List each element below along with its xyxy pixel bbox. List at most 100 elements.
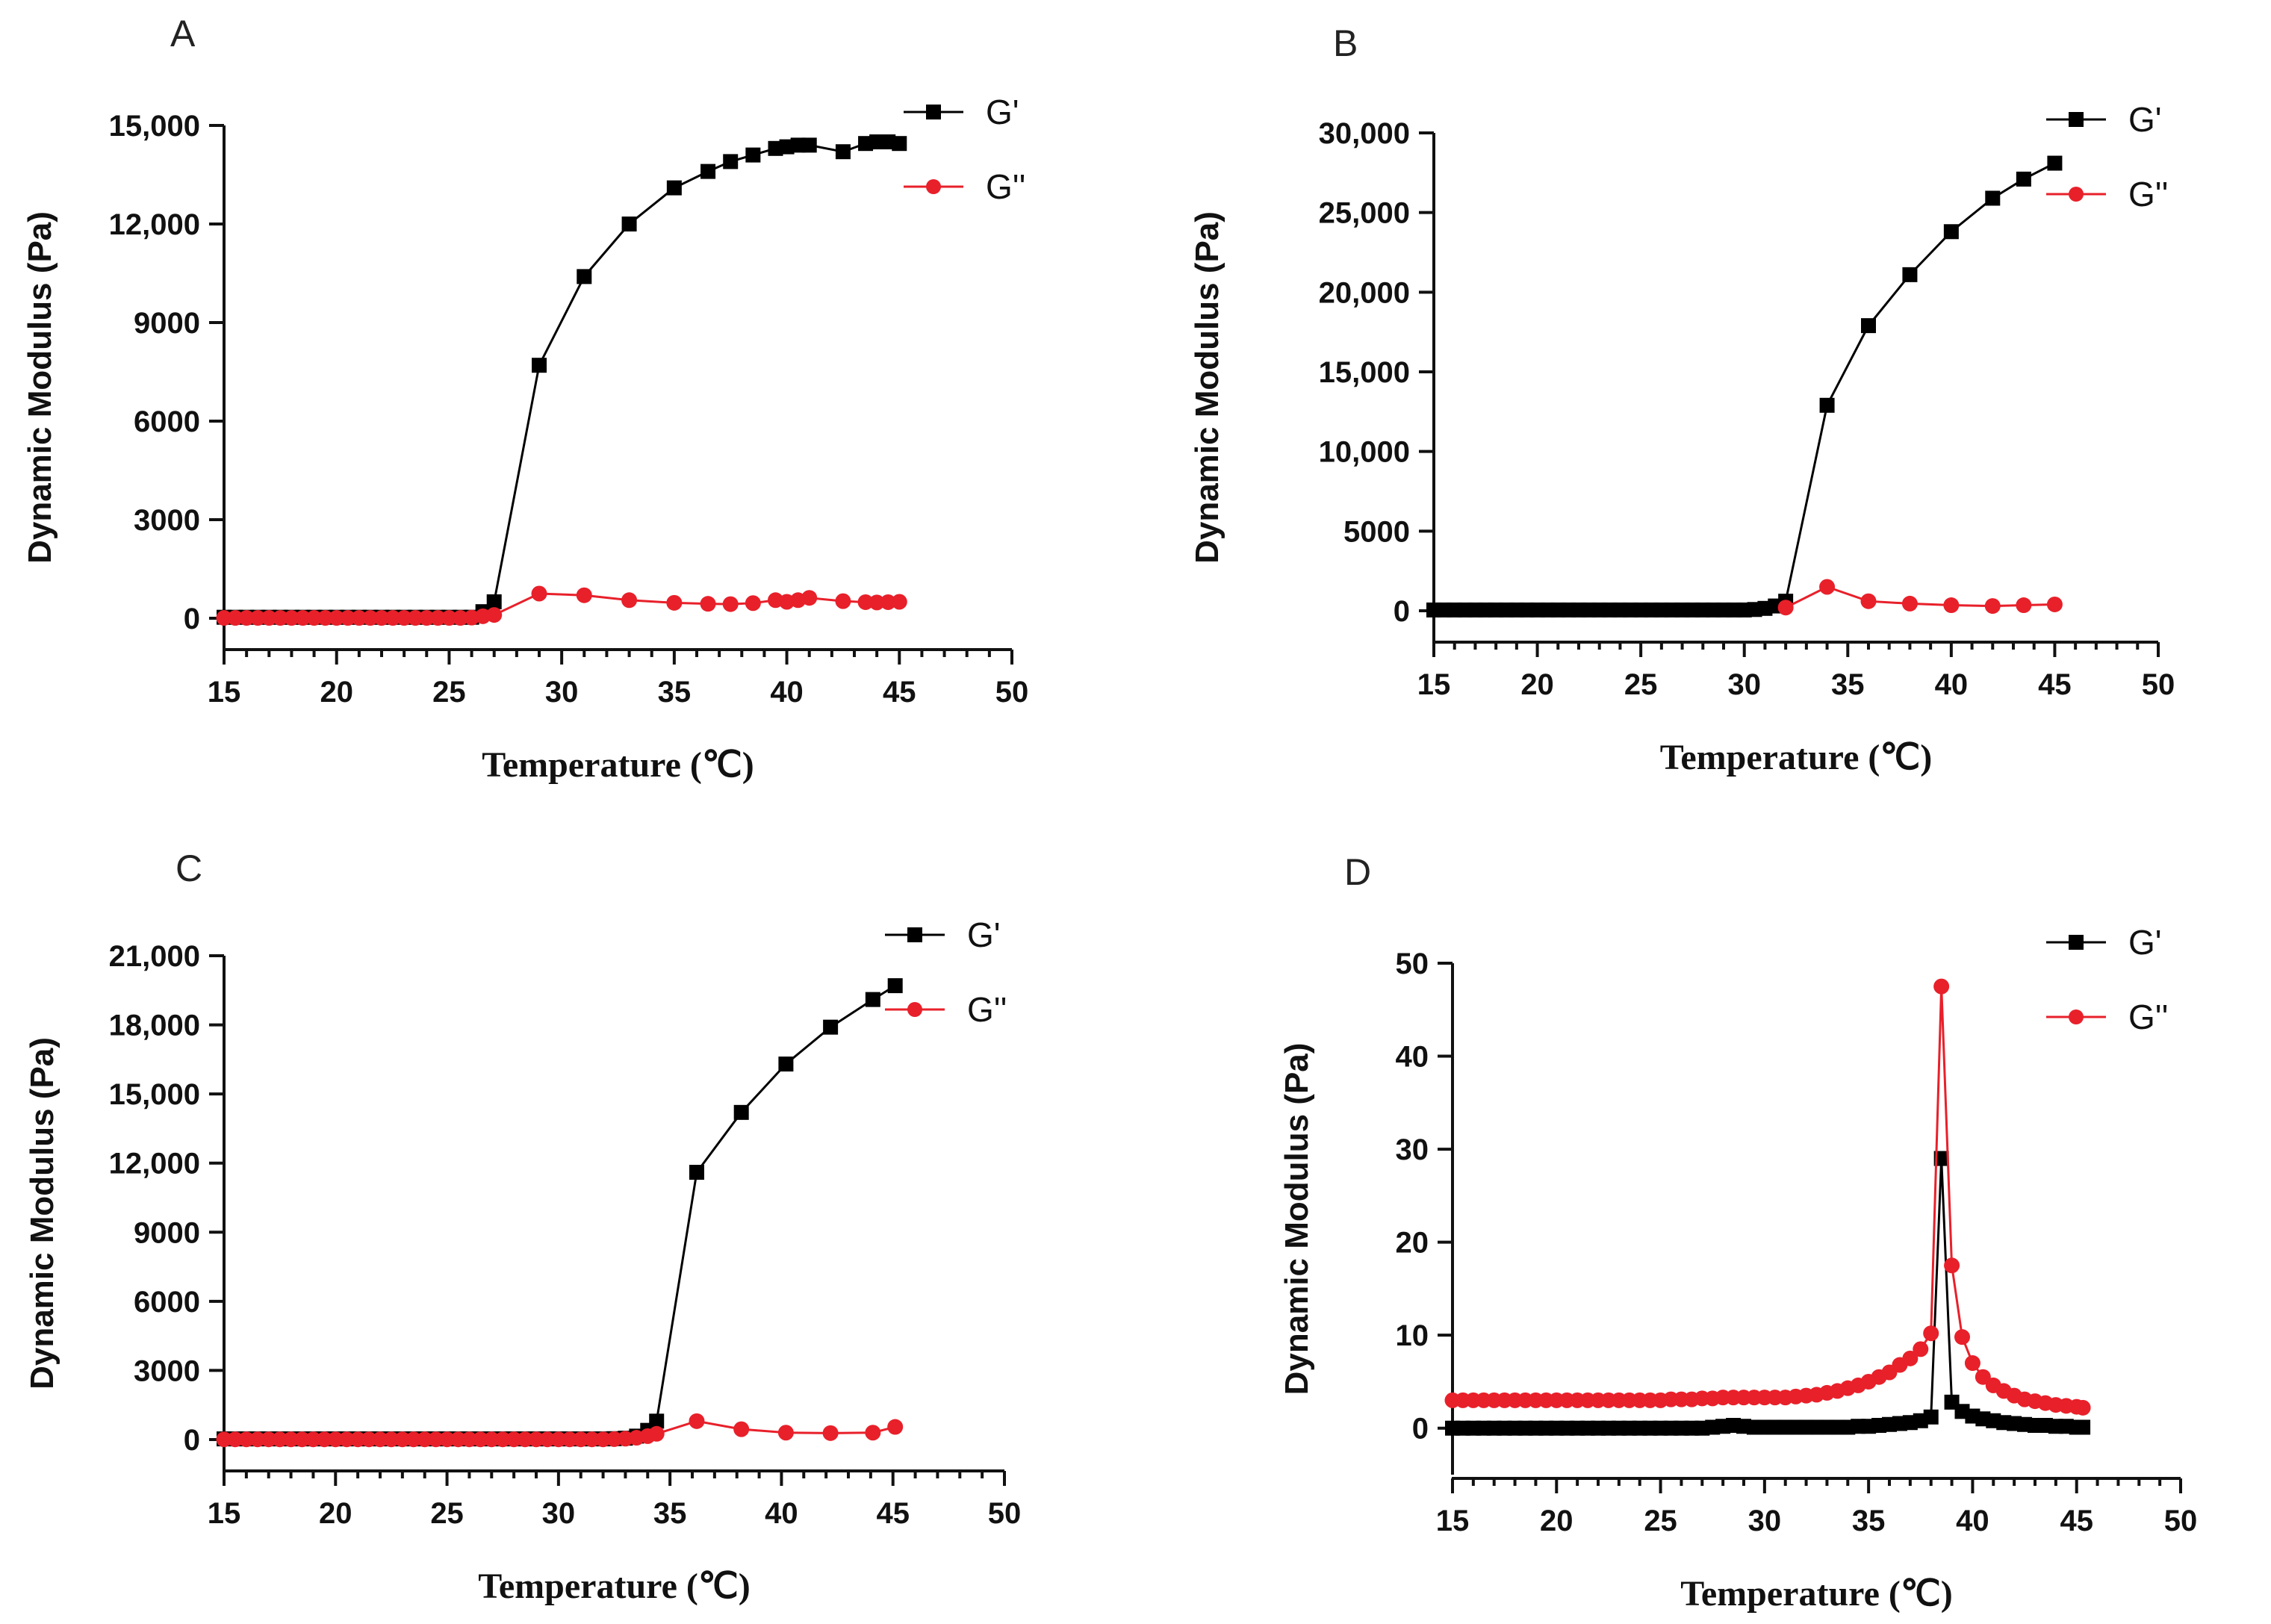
panel-c-series-g-double-prime-point — [316, 1431, 332, 1448]
panel-a-series-g-double-prime-point — [745, 595, 761, 612]
panel-b-x-tick-label: 25 — [1624, 668, 1658, 701]
panel-b-series-g-double-prime-point — [1943, 597, 1960, 614]
panel-d-x-tick-label: 50 — [2164, 1505, 2198, 1537]
panel-a-series-g-prime-point — [666, 180, 682, 196]
panel-c-series-g-double-prime-point — [777, 1425, 794, 1441]
panel-b-y-tick-label: 10,000 — [1319, 436, 1410, 469]
panel-c-legend-entry: G'' — [885, 990, 1007, 1029]
panel-a-series-g-double-prime-point — [261, 610, 277, 626]
panel-c-series-g-prime-point — [689, 1165, 704, 1180]
panel-d-series-g-prime-point — [2075, 1419, 2091, 1435]
panel-c-series-g-double-prime-point — [283, 1431, 299, 1448]
panel-a-series-g-prime — [217, 134, 907, 625]
panel-c-y-tick-label: 0 — [184, 1424, 200, 1457]
panel-a-series-g-double-prime-point — [441, 610, 457, 626]
panel-a-letter: A — [170, 13, 196, 55]
panel-c-x-axis-label: Temperature (℃) — [478, 1567, 751, 1606]
panel-c-series-g-double-prime-point — [506, 1431, 522, 1448]
panel-d-series-g-double-prime-point — [1954, 1329, 1970, 1345]
panel-c-series-g-prime-line — [224, 984, 896, 1440]
panel-c-series-g-prime-point — [778, 1057, 794, 1072]
panel-d-legend-label: G' — [2128, 923, 2162, 962]
panel-c-series-g-double-prime-point — [562, 1431, 578, 1448]
panel-d-series-g-prime-point — [1933, 1151, 1949, 1166]
panel-d-x-tick-label: 40 — [1956, 1505, 1989, 1537]
panel-a-series-g-double-prime-point — [531, 585, 547, 602]
panel-c-series-g-double-prime-point — [648, 1425, 665, 1442]
panel-c-legend-label: G' — [967, 915, 1001, 954]
panel-a-series-g-double-prime-point — [722, 596, 739, 612]
panel-c-series-g-double-prime-point — [461, 1431, 477, 1448]
panel-d-y-tick-label: 50 — [1396, 948, 1429, 980]
panel-d-series-g-double-prime-point — [1964, 1355, 1980, 1372]
panel-a-legend-marker — [926, 105, 941, 119]
panel-c-series-g-double-prime-point — [261, 1431, 277, 1448]
panel-b-x-tick-label: 15 — [1417, 668, 1451, 701]
panel-c-series-g-double-prime-point — [249, 1431, 266, 1448]
panel-c-series-g-double-prime-point — [528, 1431, 544, 1448]
panel-a-series-g-double-prime-point — [216, 610, 232, 626]
panel-c-series-g-double-prime-point — [606, 1431, 622, 1447]
panel-a-series-g-prime-point — [858, 136, 874, 152]
panel-a-series-g-double-prime-point — [869, 594, 885, 611]
panel-a-series-g-double-prime-point — [666, 594, 683, 611]
panel-b-y-tick-label: 30,000 — [1319, 117, 1410, 150]
panel-a-legend-label: G' — [986, 93, 1019, 131]
panel-d-series-g-double-prime-point — [1944, 1257, 1960, 1274]
panel-c-series-g-double-prime-point — [305, 1431, 321, 1448]
panel-a-x-tick-label: 50 — [995, 676, 1029, 709]
panel-d-x-tick-label: 45 — [2060, 1505, 2093, 1537]
panel-a-series-g-prime-point — [768, 140, 783, 156]
panel-a-series-g-prime-point — [801, 137, 817, 153]
panel-a-series-g-prime-point — [869, 134, 885, 149]
panel-b-series-g-double-prime-point — [1860, 593, 1877, 609]
panel-a-series-g-prime-point — [577, 269, 592, 284]
panel-b-legend-marker — [2069, 112, 2084, 127]
panel-d-series-g-double-prime-point — [1913, 1341, 1929, 1357]
panel-a-series-g-prime-line — [224, 140, 900, 619]
panel-d: D 0 10 20 30 40 50 15 20 25 30 35 40 45 50 Temperature … — [1279, 851, 2197, 1614]
panel-d-y-axis-label: Dynamic Modulus (Pa) — [1279, 1043, 1315, 1396]
panel-a-series-g-double-prime-point — [453, 610, 468, 626]
panel-b-legend-marker — [2069, 187, 2084, 202]
panel-d-series-g-double-prime-line — [1453, 986, 2084, 1409]
panel-b-legend-label: G' — [2128, 100, 2162, 139]
panel-c-letter: C — [175, 847, 202, 889]
panel-a-series-g-prime-point — [532, 358, 547, 373]
panel-d-legend-marker — [2069, 1009, 2084, 1024]
panel-c-series-g-double-prime-point — [294, 1431, 310, 1448]
panel-c-series-g-double-prime-point — [327, 1431, 344, 1448]
panel-d-legend-marker — [2069, 935, 2084, 950]
panel-a-series-g-prime-point — [621, 217, 637, 231]
panel-a-series-g-prime-point — [835, 144, 851, 160]
panel-b-y-axis-label: Dynamic Modulus (Pa) — [1189, 211, 1225, 564]
panel-c-legend-marker — [907, 1002, 922, 1017]
panel-c-y-tick-label: 15,000 — [109, 1078, 200, 1111]
panel-a-series-g-double-prime-point — [486, 607, 503, 623]
panel-b-series-g-double-prime-point — [1984, 598, 2001, 615]
panel-a-series-g-double-prime-point — [227, 610, 243, 626]
panel-a-y-tick-label: 6000 — [134, 405, 200, 438]
panel-c-series-g-double-prime-point — [550, 1431, 567, 1448]
panel-c-y-tick-label: 12,000 — [109, 1148, 200, 1180]
panel-d-x-axis-label: Temperature (℃) — [1680, 1574, 1953, 1614]
panel-a-series-g-prime-point — [880, 134, 896, 149]
panel-a-series-g-double-prime — [216, 585, 907, 626]
panel-a-series-g-double-prime-point — [373, 610, 390, 626]
panel-d-series-g-prime-point — [1923, 1409, 1939, 1425]
panel-a-series-g-double-prime-point — [272, 610, 288, 626]
panel-a-series-g-double-prime-point — [700, 596, 716, 612]
panel-a-series-g-double-prime-point — [249, 610, 266, 626]
panel-c-y-tick-label: 6000 — [134, 1286, 200, 1319]
panel-c-legend-label: G'' — [967, 990, 1007, 1029]
panel-b-x-tick-label: 40 — [1935, 668, 1969, 701]
panel-d-y-tick-label: 20 — [1396, 1227, 1429, 1260]
panel-c-y-tick-label: 3000 — [134, 1354, 200, 1387]
panel-b-series-g-prime-point — [2047, 155, 2063, 171]
panel-c-series-g-double-prime-point — [439, 1431, 456, 1448]
panel-a-series-g-double-prime-point — [362, 610, 379, 626]
panel-d-y-tick-label: 40 — [1396, 1041, 1429, 1074]
panel-c-x-tick-label: 20 — [319, 1497, 352, 1530]
panel-b-y-tick-label: 0 — [1394, 595, 1410, 628]
